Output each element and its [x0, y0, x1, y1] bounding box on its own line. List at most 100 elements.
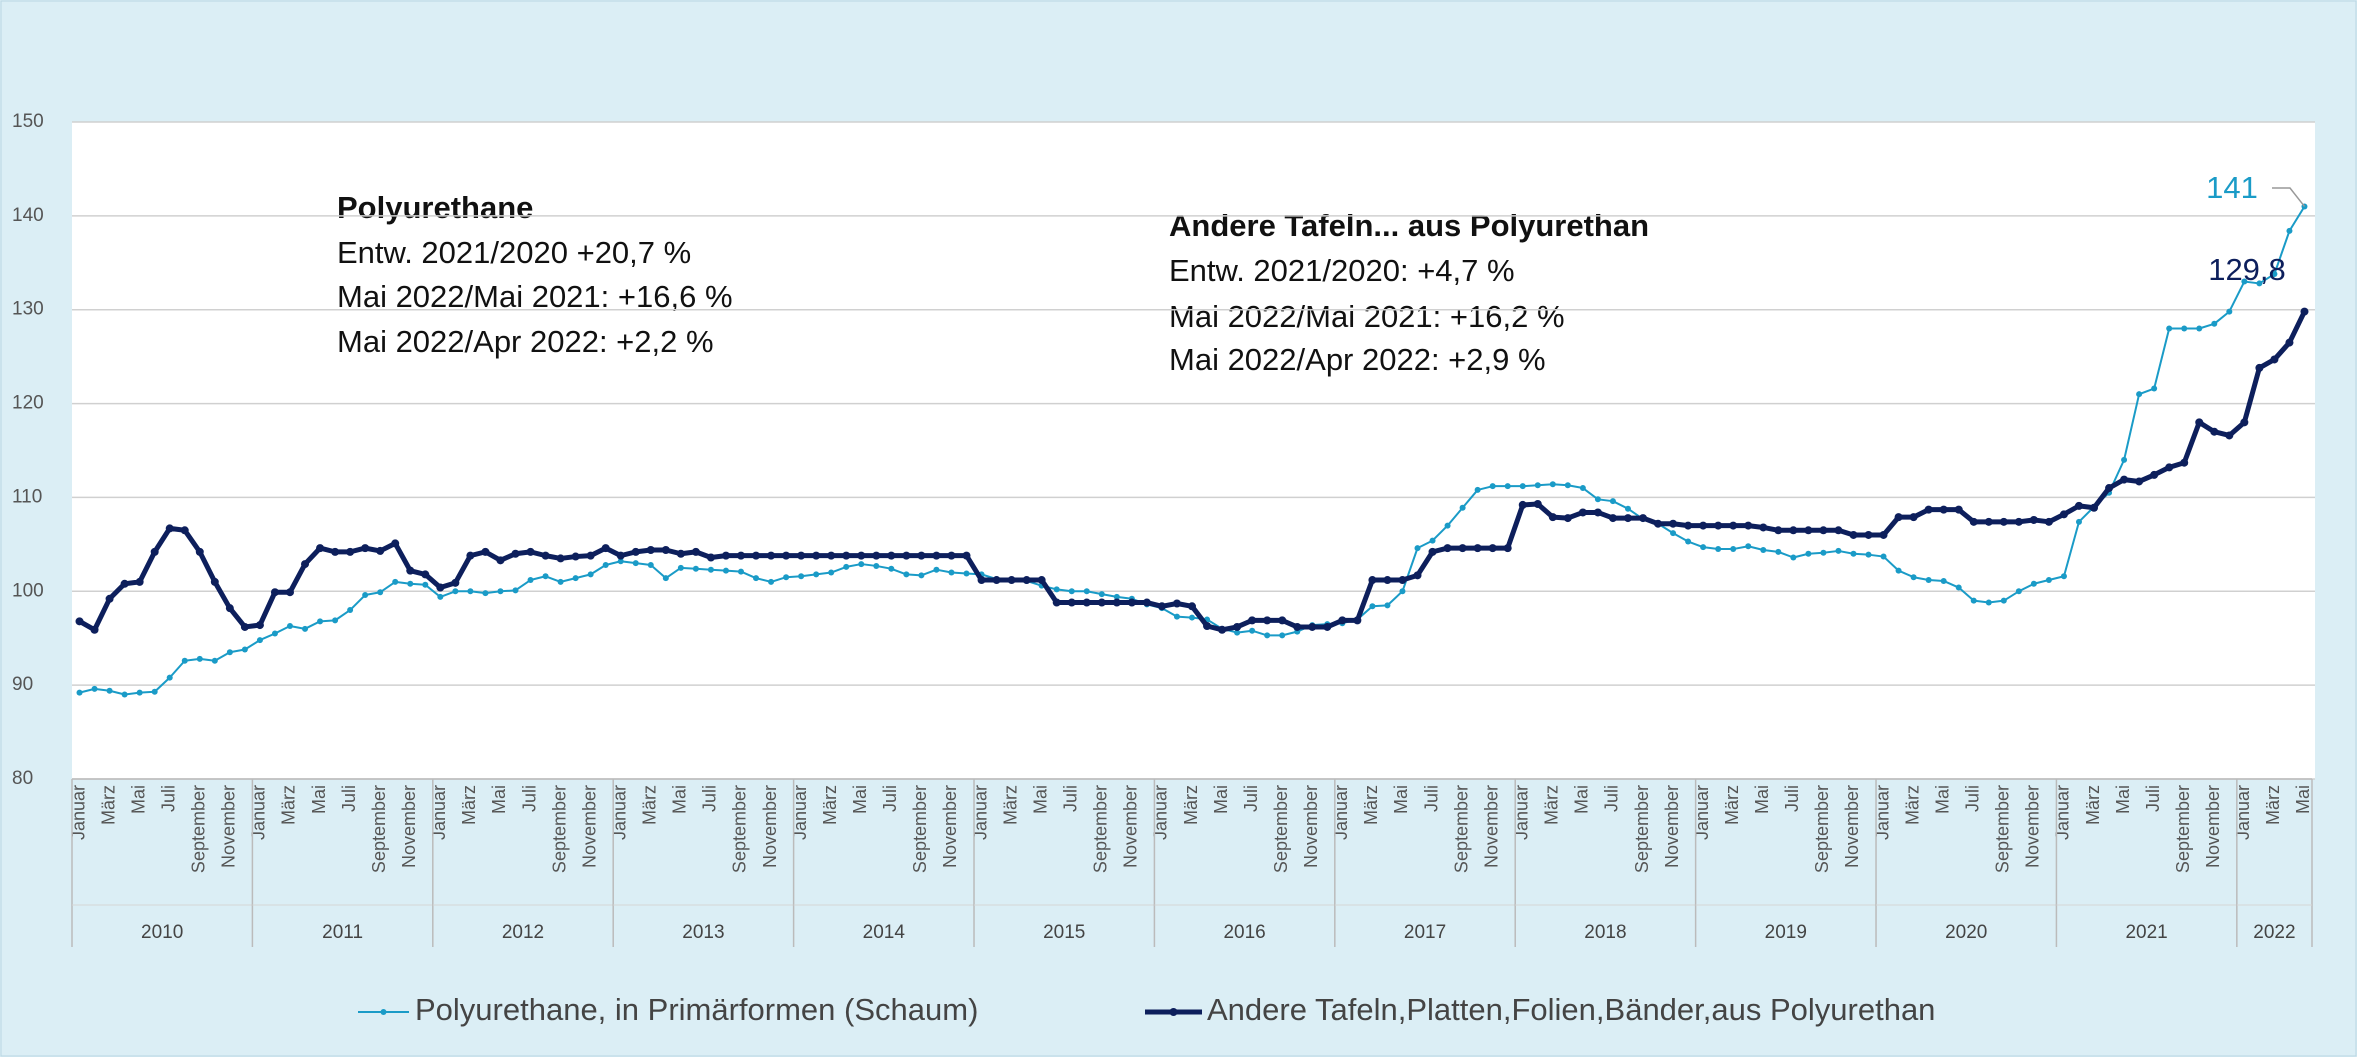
data-point [572, 575, 579, 582]
data-point [873, 562, 880, 569]
data-point [76, 689, 83, 696]
data-point [1729, 521, 1738, 530]
x-tick-label: November [1121, 785, 1141, 868]
x-tick-label: November [219, 785, 239, 868]
annotation-title: Andere Tafeln... aus Polyurethan [1169, 208, 1649, 243]
x-tick-label: November [399, 785, 419, 868]
data-point [1925, 577, 1932, 584]
data-point [2030, 580, 2037, 587]
data-point [1593, 508, 1602, 517]
data-point [1985, 599, 1992, 606]
data-point [211, 657, 218, 664]
x-tick-label: Mai [850, 785, 870, 814]
data-point [2300, 307, 2309, 316]
data-point [377, 589, 384, 596]
data-point [2150, 470, 2159, 479]
data-point [302, 625, 309, 632]
data-point [1744, 521, 1753, 530]
data-point [813, 571, 820, 578]
data-point [962, 551, 971, 560]
x-tick-label: Juli [519, 785, 539, 812]
x-tick-label: Januar [790, 785, 810, 840]
data-point [255, 621, 264, 630]
x-tick-label: Januar [429, 785, 449, 840]
x-tick-label: März [98, 785, 118, 825]
data-point [1805, 550, 1812, 557]
data-point [722, 567, 729, 574]
data-point [1849, 530, 1858, 539]
legend-swatch [1169, 1008, 1178, 1016]
data-point [241, 646, 248, 653]
data-point [1248, 616, 1257, 625]
data-point [768, 578, 775, 585]
data-point [1579, 485, 1586, 492]
data-point [646, 545, 655, 554]
data-point [631, 547, 640, 556]
data-point [210, 577, 219, 586]
data-point [1353, 616, 1362, 625]
data-point [602, 562, 609, 569]
data-point [1533, 499, 1542, 508]
data-point [601, 544, 610, 553]
x-tick-label: Juli [880, 785, 900, 812]
data-point [1939, 505, 1948, 514]
legend-swatch [380, 1009, 387, 1015]
x-tick-label: März [820, 785, 840, 825]
x-tick-label: Januar [1511, 785, 1531, 840]
year-label: 2013 [682, 922, 724, 943]
x-tick-label: September [1632, 785, 1652, 873]
data-point [1338, 616, 1347, 625]
data-point [436, 583, 445, 592]
x-tick-label: Mai [309, 785, 329, 814]
data-point [1984, 517, 1993, 526]
data-point [1715, 546, 1722, 553]
data-point [872, 551, 881, 560]
x-tick-label: Mai [1391, 785, 1411, 814]
data-point [1279, 632, 1286, 639]
y-tick-label: 100 [12, 580, 44, 601]
data-point [2166, 325, 2173, 332]
data-point [1685, 538, 1692, 545]
data-point [1097, 598, 1106, 607]
x-tick-label: Januar [970, 785, 990, 840]
data-point [166, 674, 173, 681]
data-point [466, 551, 475, 560]
data-point [347, 607, 354, 614]
data-point [1534, 482, 1541, 489]
data-point [1909, 513, 1918, 522]
data-point [1473, 544, 1482, 553]
data-point [736, 551, 745, 560]
data-point [1670, 530, 1677, 537]
data-point [1203, 622, 1212, 631]
data-point [1548, 513, 1557, 522]
data-point [752, 551, 761, 560]
data-point [1940, 577, 1947, 584]
data-point [1082, 598, 1091, 607]
data-point [406, 566, 415, 575]
data-point [2240, 418, 2249, 427]
data-point [1924, 505, 1933, 514]
data-point [1398, 576, 1407, 585]
data-point [1308, 622, 1317, 631]
data-point [526, 547, 535, 556]
legend-label: Andere Tafeln,Platten,Folien,Bänder,aus … [1207, 992, 1935, 1027]
data-point [2121, 456, 2128, 463]
data-point [1864, 530, 1873, 539]
x-tick-label: November [2203, 785, 2223, 868]
data-point [452, 588, 459, 595]
data-point [1760, 546, 1767, 553]
data-point [1413, 571, 1422, 580]
y-tick-label: 130 [12, 299, 44, 320]
data-point [2120, 475, 2129, 484]
data-point [331, 547, 340, 556]
data-point [1383, 576, 1392, 585]
data-point [1264, 632, 1271, 639]
data-point [1384, 602, 1391, 609]
x-tick-label: März [1542, 785, 1562, 825]
data-point [556, 554, 565, 563]
data-point [827, 551, 836, 560]
data-point [120, 579, 129, 588]
year-label: 2011 [322, 922, 363, 943]
data-point [1489, 483, 1496, 490]
x-tick-label: Januar [1692, 785, 1712, 840]
